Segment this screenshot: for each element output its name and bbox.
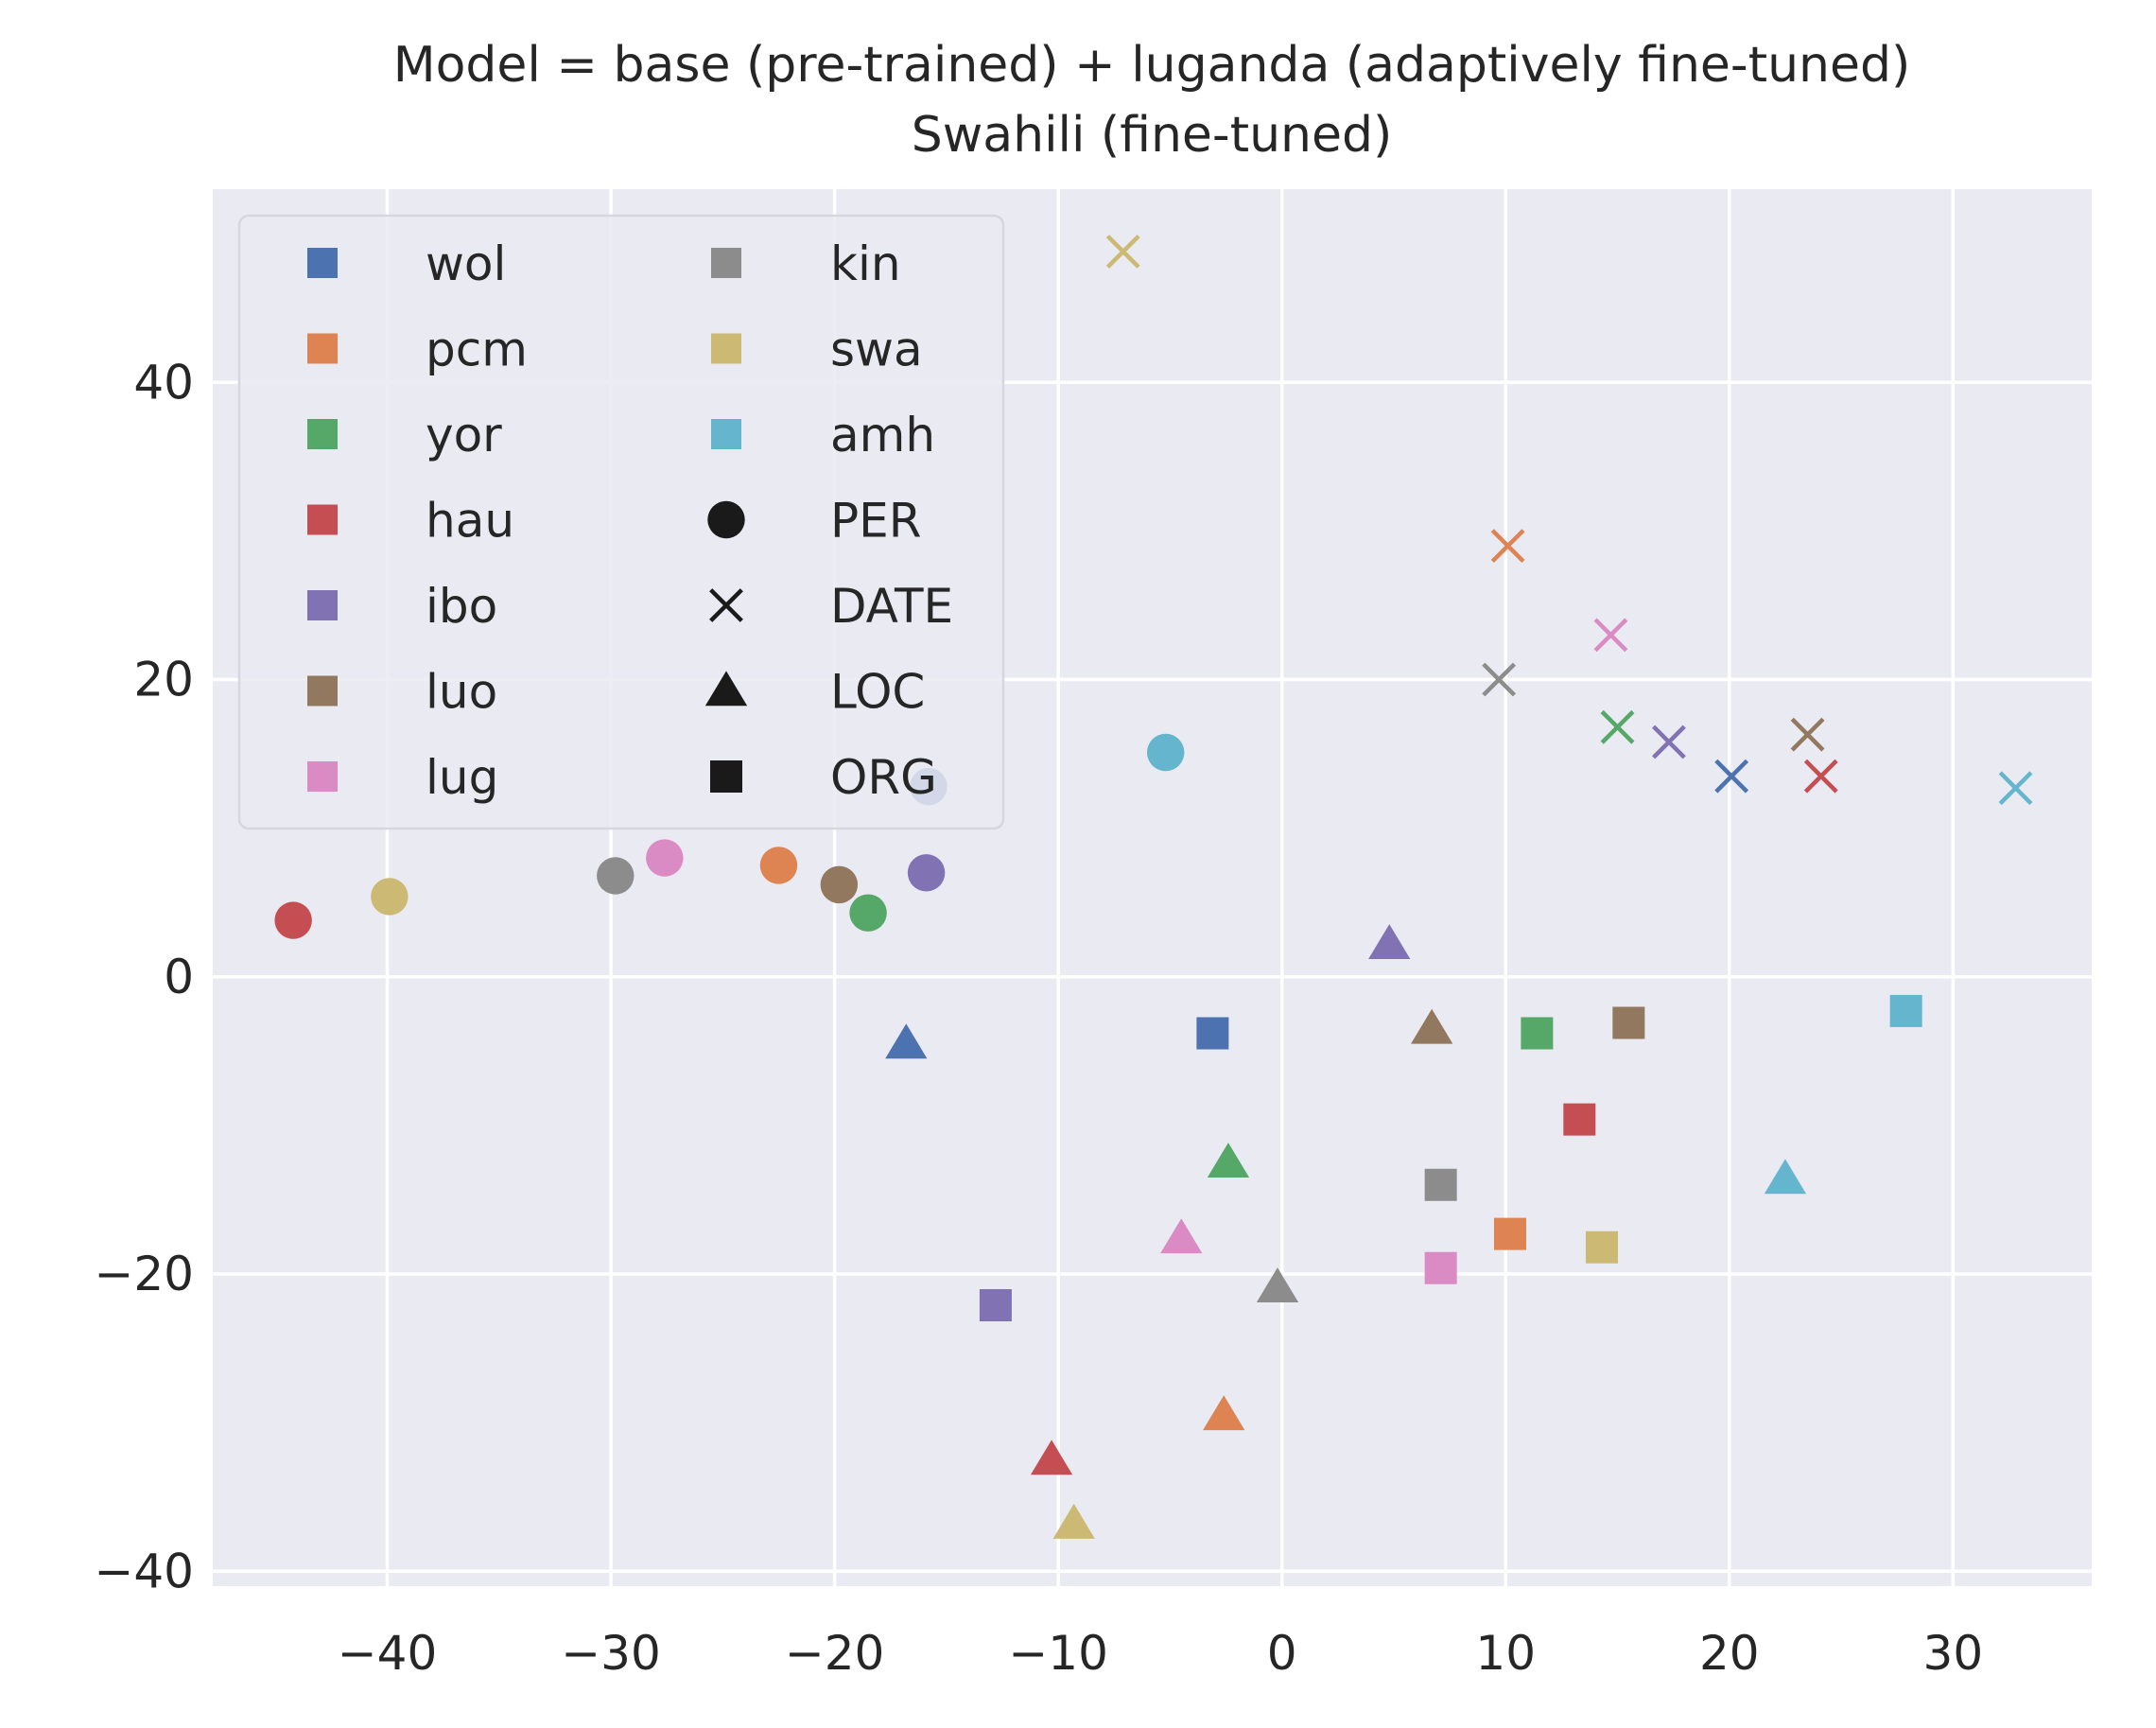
legend-entry-date: DATE (709, 579, 953, 634)
legend-entry-org: ORG (710, 750, 937, 805)
data-point-swa-loc (1052, 1503, 1095, 1539)
data-point-yor-date (1600, 709, 1635, 744)
data-point-swa-org (1585, 1231, 1618, 1264)
legend-label: hau (426, 494, 514, 549)
legend-label: LOC (830, 665, 925, 720)
legend-entry-per: PER (707, 494, 921, 549)
x-tick-label: 0 (1267, 1626, 1297, 1681)
data-point-luo-date (1790, 717, 1825, 752)
data-point-pcm-loc (1203, 1395, 1245, 1431)
data-point-hau-org (1563, 1103, 1596, 1136)
x-tick-label: −30 (561, 1626, 661, 1681)
legend-entry-luo: luo (307, 665, 497, 720)
legend: wol pcm yor hau ibo luo lug kin swa amh PER DATE LOC… (237, 214, 1005, 830)
data-point-amh-org (1889, 994, 1922, 1027)
data-point-wol-date (1714, 759, 1749, 794)
legend-entry-loc: LOC (704, 665, 925, 720)
chart-title: Model = base (pre-trained) + luganda (ad… (393, 37, 1911, 94)
legend-entry-swa: swa (711, 323, 923, 377)
data-point-kin-org (1424, 1168, 1457, 1201)
data-point-amh-date (1998, 771, 2033, 806)
data-point-kin-per (597, 857, 635, 895)
data-point-lug-per (646, 839, 684, 877)
legend-label: ibo (426, 579, 497, 634)
legend-entry-amh: amh (711, 408, 935, 463)
data-point-lug-loc (1160, 1218, 1203, 1254)
legend-box (237, 214, 1005, 830)
x-tick-label: 20 (1699, 1626, 1760, 1681)
data-point-pcm-date (1490, 529, 1525, 564)
data-point-hau-date (1803, 759, 1838, 794)
legend-label: wol (426, 236, 506, 291)
legend-items: wol pcm yor hau ibo luo lug kin swa amh PER DATE LOC… (307, 236, 953, 805)
y-tick-label: 20 (133, 653, 194, 707)
data-point-luo-org (1612, 1006, 1645, 1039)
data-point-yor-per (849, 894, 887, 932)
y-tick-label: 0 (164, 950, 194, 1004)
data-point-ibo-date (1652, 724, 1686, 759)
x-tick-label: 10 (1475, 1626, 1536, 1681)
legend-label: kin (830, 236, 901, 291)
data-point-wol-loc (885, 1023, 928, 1059)
data-point-pcm-per (759, 847, 798, 884)
y-tick-label: −20 (94, 1247, 194, 1301)
data-point-luo-loc (1411, 1008, 1453, 1044)
chart-subtitle: Swahili (fine-tuned) (912, 107, 1393, 164)
y-tick-labels: −40 −20 0 20 40 (94, 355, 194, 1598)
legend-entry-hau: hau (307, 494, 514, 549)
data-point-hau-loc (1030, 1440, 1073, 1475)
legend-label: luo (426, 665, 497, 720)
data-point-ibo-per (907, 854, 946, 892)
data-point-swa-per (371, 878, 409, 916)
data-point-kin-date (1482, 662, 1517, 697)
data-point-ibo-org (979, 1289, 1012, 1322)
legend-label: pcm (426, 323, 528, 377)
data-point-yor-org (1521, 1017, 1554, 1050)
legend-entry-pcm: pcm (307, 323, 528, 377)
data-point-lug-date (1593, 618, 1628, 653)
legend-label: PER (830, 494, 921, 549)
y-tick-label: 40 (133, 355, 194, 410)
data-point-pcm-org (1493, 1217, 1526, 1250)
legend-label: yor (426, 408, 502, 463)
data-point-hau-per (274, 901, 312, 939)
legend-entry-lug: lug (307, 750, 498, 805)
legend-label: swa (830, 323, 923, 377)
x-tick-label: −20 (785, 1626, 885, 1681)
legend-label: lug (426, 750, 498, 805)
x-tick-labels: −40 −30 −20 −10 0 10 20 30 (338, 1626, 1983, 1681)
data-point-amh-per (1146, 733, 1185, 772)
data-point-luo-per (820, 865, 859, 904)
legend-entry-ibo: ibo (307, 579, 497, 634)
y-tick-label: −40 (94, 1544, 194, 1598)
legend-entry-yor: yor (307, 408, 502, 463)
data-point-swa-date (1105, 235, 1140, 269)
data-point-yor-loc (1207, 1143, 1250, 1178)
x-tick-label: −40 (338, 1626, 438, 1681)
x-tick-label: −10 (1008, 1626, 1108, 1681)
x-tick-label: 30 (1923, 1626, 1984, 1681)
legend-entry-kin: kin (711, 236, 901, 291)
legend-label: amh (830, 408, 935, 463)
data-point-amh-loc (1764, 1159, 1807, 1195)
legend-label: DATE (830, 579, 953, 634)
legend-entry-wol: wol (307, 236, 506, 291)
data-point-ibo-loc (1368, 924, 1411, 960)
data-point-wol-org (1196, 1017, 1229, 1050)
data-point-kin-loc (1256, 1267, 1299, 1302)
data-point-lug-org (1424, 1251, 1457, 1284)
legend-label: ORG (830, 750, 937, 805)
